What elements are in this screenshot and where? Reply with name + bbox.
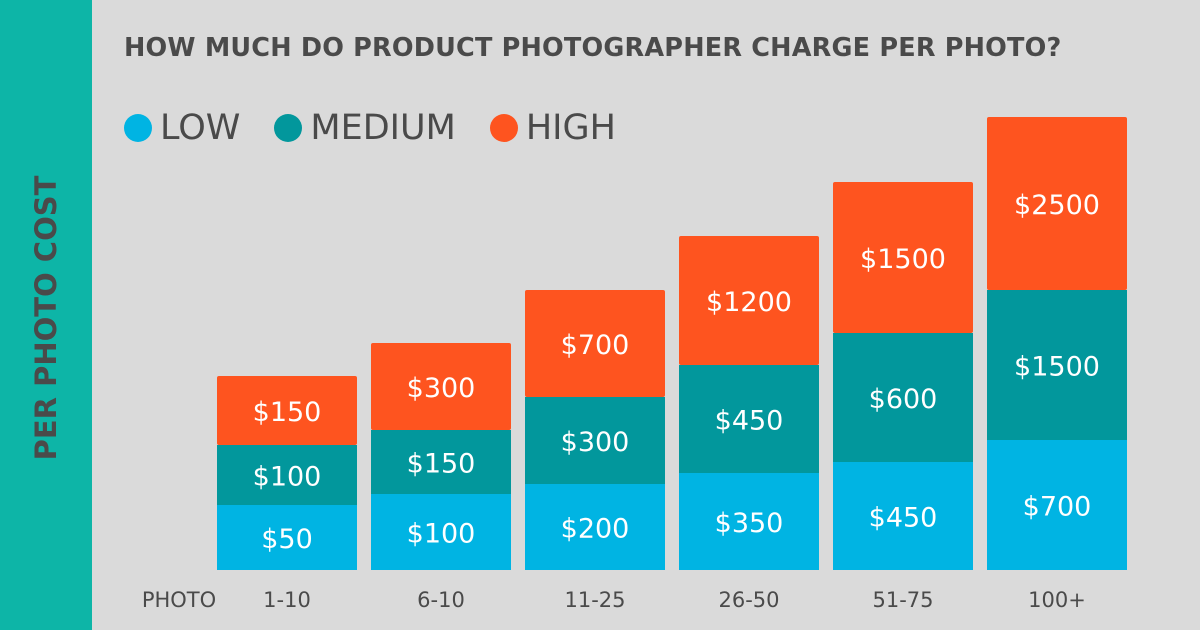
bar-segment-low [833, 462, 973, 570]
data-label: $150 [407, 449, 476, 480]
data-label: $350 [715, 508, 784, 539]
data-label: $700 [1023, 492, 1092, 523]
bar-segment-high [217, 376, 357, 445]
legend-item-medium: MEDIUM [274, 108, 456, 148]
x-tick-label: 11-25 [564, 588, 625, 612]
bar-segment-low [679, 473, 819, 570]
legend-item-high: HIGH [489, 108, 616, 148]
legend-label: LOW [160, 108, 241, 148]
bar-segment-high [833, 182, 973, 333]
data-label: $300 [561, 427, 630, 458]
x-tick-label: 26-50 [718, 588, 779, 612]
bar-segment-low [371, 494, 511, 570]
data-label: $700 [561, 330, 630, 361]
bar-segment-medium [833, 333, 973, 462]
legend-item-low: LOW [124, 108, 240, 148]
bar-segment-medium [679, 365, 819, 473]
x-tick-label: 1-10 [263, 588, 311, 612]
data-label: $50 [261, 524, 313, 555]
legend-label: HIGH [525, 108, 616, 148]
bar-segment-medium [217, 445, 357, 505]
data-label: $600 [869, 384, 938, 415]
bar-segment-medium [371, 430, 511, 494]
legend-dot-icon [489, 114, 518, 142]
data-label: $300 [407, 373, 476, 404]
data-label: $200 [561, 514, 630, 545]
x-tick-label: 100+ [1028, 588, 1086, 612]
bar-segment-high [679, 236, 819, 365]
data-label: $1500 [1014, 352, 1100, 383]
data-label: $450 [715, 406, 784, 437]
bar-segment-medium [525, 397, 665, 484]
bar-segment-high [987, 117, 1127, 290]
legend-dot-icon [124, 114, 152, 142]
x-tick-label: 6-10 [417, 588, 465, 612]
legend: LOW MEDIUM HIGH [124, 108, 616, 148]
x-tick-label: 51-75 [872, 588, 933, 612]
data-label: $1500 [860, 244, 946, 275]
bar-segment-low [987, 440, 1127, 570]
x-axis-label: PHOTO [142, 588, 216, 612]
data-label: $1200 [706, 287, 792, 318]
data-label: $100 [253, 462, 322, 493]
legend-label: MEDIUM [310, 108, 456, 148]
data-label: $150 [253, 397, 322, 428]
chart-title: HOW MUCH DO PRODUCT PHOTOGRAPHER CHARGE … [124, 33, 1062, 63]
bar-segment-high [371, 343, 511, 430]
bar-segment-high [525, 290, 665, 397]
data-label: $450 [869, 503, 938, 534]
data-label: $2500 [1014, 190, 1100, 221]
bar-segment-low [217, 505, 357, 570]
bar-segment-medium [987, 290, 1127, 440]
legend-dot-icon [274, 114, 303, 142]
accent-strip [0, 0, 92, 630]
data-label: $100 [407, 519, 476, 550]
bar-segment-low [525, 484, 665, 570]
